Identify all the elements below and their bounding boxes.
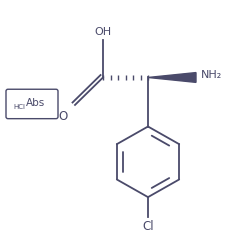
FancyBboxPatch shape: [6, 89, 58, 119]
Text: Cl: Cl: [142, 220, 154, 233]
Text: Abs: Abs: [26, 98, 45, 108]
Text: NH₂: NH₂: [201, 70, 222, 79]
Polygon shape: [148, 73, 196, 82]
Text: O: O: [59, 110, 68, 123]
Text: HCl: HCl: [13, 104, 25, 110]
Text: OH: OH: [95, 27, 112, 37]
